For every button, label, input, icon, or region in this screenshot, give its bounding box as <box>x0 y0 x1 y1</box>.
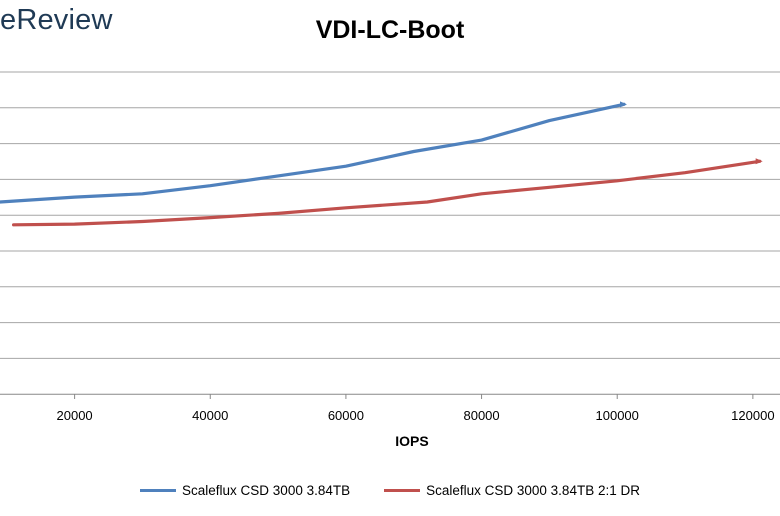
x-axis-label: IOPS <box>395 433 428 449</box>
legend-swatch <box>140 488 177 492</box>
x-tick-label: 60000 <box>328 408 364 423</box>
series-line-2 <box>12 159 762 227</box>
x-tick-label: 20000 <box>57 408 93 423</box>
x-tick-label: 80000 <box>463 408 499 423</box>
series-end-marker <box>620 101 627 108</box>
brand-logo-text: eReview <box>0 4 113 36</box>
x-tick-label: 40000 <box>192 408 228 423</box>
series-group <box>0 101 763 227</box>
legend-label: Scaleflux CSD 3000 3.84TB 2:1 DR <box>426 482 640 498</box>
legend-item-series-1: Scaleflux CSD 3000 3.84TB <box>140 483 350 498</box>
x-tick-label: 100000 <box>596 408 639 423</box>
x-axis: 20000 40000 60000 80000 100000 120000 <box>57 394 775 423</box>
legend-swatch <box>384 488 421 492</box>
legend: Scaleflux CSD 3000 3.84TB Scaleflux CSD … <box>0 479 780 501</box>
chart-title: VDI-LC-Boot <box>315 16 465 44</box>
x-tick-label: 120000 <box>731 408 774 423</box>
legend-label: Scaleflux CSD 3000 3.84TB <box>182 482 351 498</box>
legend-item-series-2: Scaleflux CSD 3000 3.84TB 2:1 DR <box>384 483 640 498</box>
series-end-marker <box>755 158 763 165</box>
series-line-1 <box>0 102 626 204</box>
grid-lines <box>0 71 780 395</box>
